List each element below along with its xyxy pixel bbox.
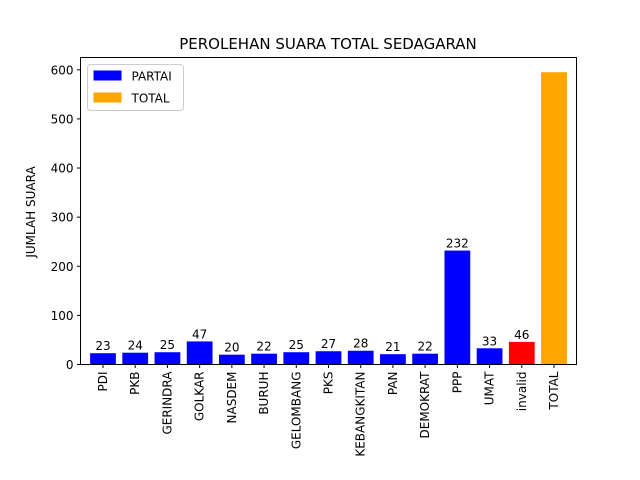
bar-gelombang [283, 352, 310, 365]
legend: PARTAI TOTAL [87, 64, 184, 111]
legend-label-partai: PARTAI [132, 70, 172, 84]
bar-nasdem [218, 354, 245, 365]
data-label-pkb: 24 [128, 339, 143, 353]
x-tick-label-umat: UMAT [483, 371, 497, 405]
data-label-pdi: 23 [95, 339, 110, 353]
data-label-buruh: 22 [256, 340, 271, 354]
x-tick-label-kebangkitan: KEBANGKITAN [354, 372, 368, 457]
y-tick-label: 300 [51, 211, 74, 225]
legend-label-total: TOTAL [131, 92, 170, 106]
bar-pan [380, 354, 406, 365]
data-label-umat: 33 [482, 334, 497, 348]
data-label-invalid: 46 [514, 328, 529, 342]
x-tick-label-demokrat: DEMOKRAT [418, 371, 432, 439]
y-tick-label: 100 [51, 309, 74, 323]
data-label-gelombang: 25 [289, 338, 304, 352]
y-axis-ticks: 0 100 200 300 400 500 600 [51, 63, 81, 372]
data-label-pan: 21 [385, 340, 400, 354]
x-tick-label-buruh: BURUH [257, 372, 271, 415]
x-axis-ticks: PDI PKB GERINDRA GOLKAR NASDEM BURUH GELOMBANG… [96, 364, 561, 457]
bar-pdi [90, 353, 116, 365]
x-tick-label-pan: PAN [386, 372, 400, 396]
bar-ppp [444, 250, 471, 365]
x-tick-label-invalid: invalid [515, 372, 529, 412]
data-label-golkar: 47 [192, 327, 207, 341]
plot-frame [80, 57, 577, 365]
data-label-kebangkitan: 28 [353, 337, 368, 351]
bar-invalid [508, 341, 535, 365]
x-tick-label-total: TOTAL [547, 371, 561, 410]
y-axis-label: JUMLAH SUARA [24, 166, 38, 259]
x-tick-label-pdi: PDI [96, 372, 110, 392]
bar-total [541, 72, 567, 365]
bar-demokrat [412, 353, 439, 365]
data-label-pks: 27 [321, 337, 336, 351]
bar-umat [476, 348, 503, 365]
bar-golkar [186, 341, 213, 365]
x-tick-label-gerindra: GERINDRA [160, 371, 174, 435]
bar-pkb [122, 352, 149, 365]
bar-buruh [251, 353, 277, 365]
bar-gerindra [154, 352, 181, 365]
x-tick-label-pkb: PKB [128, 372, 142, 395]
y-tick-label: 0 [66, 358, 74, 372]
x-tick-label-ppp: PPP [450, 372, 464, 394]
bar-pks [315, 351, 342, 365]
bar-kebangkitan [347, 350, 374, 365]
data-label-gerindra: 25 [160, 338, 175, 352]
legend-swatch-partai [93, 70, 122, 81]
y-tick-label: 500 [51, 112, 74, 126]
data-label-ppp: 232 [446, 237, 469, 251]
data-label-demokrat: 22 [418, 340, 433, 354]
y-tick-label: 600 [51, 63, 74, 77]
data-labels-group: 23 24 25 47 20 22 25 27 28 21 22 232 33 46 [95, 237, 529, 355]
data-label-nasdem: 20 [224, 341, 239, 355]
x-tick-label-gelombang: GELOMBANG [289, 372, 303, 450]
y-tick-label: 400 [51, 162, 74, 176]
x-tick-label-pks: PKS [322, 372, 336, 395]
x-tick-label-golkar: GOLKAR [193, 372, 207, 422]
bars-group [90, 72, 567, 365]
legend-swatch-total [93, 92, 122, 103]
y-tick-label: 200 [51, 260, 74, 274]
chart-title: PEROLEHAN SUARA TOTAL SEDAGARAN [179, 35, 477, 53]
x-tick-label-nasdem: NASDEM [225, 372, 239, 424]
